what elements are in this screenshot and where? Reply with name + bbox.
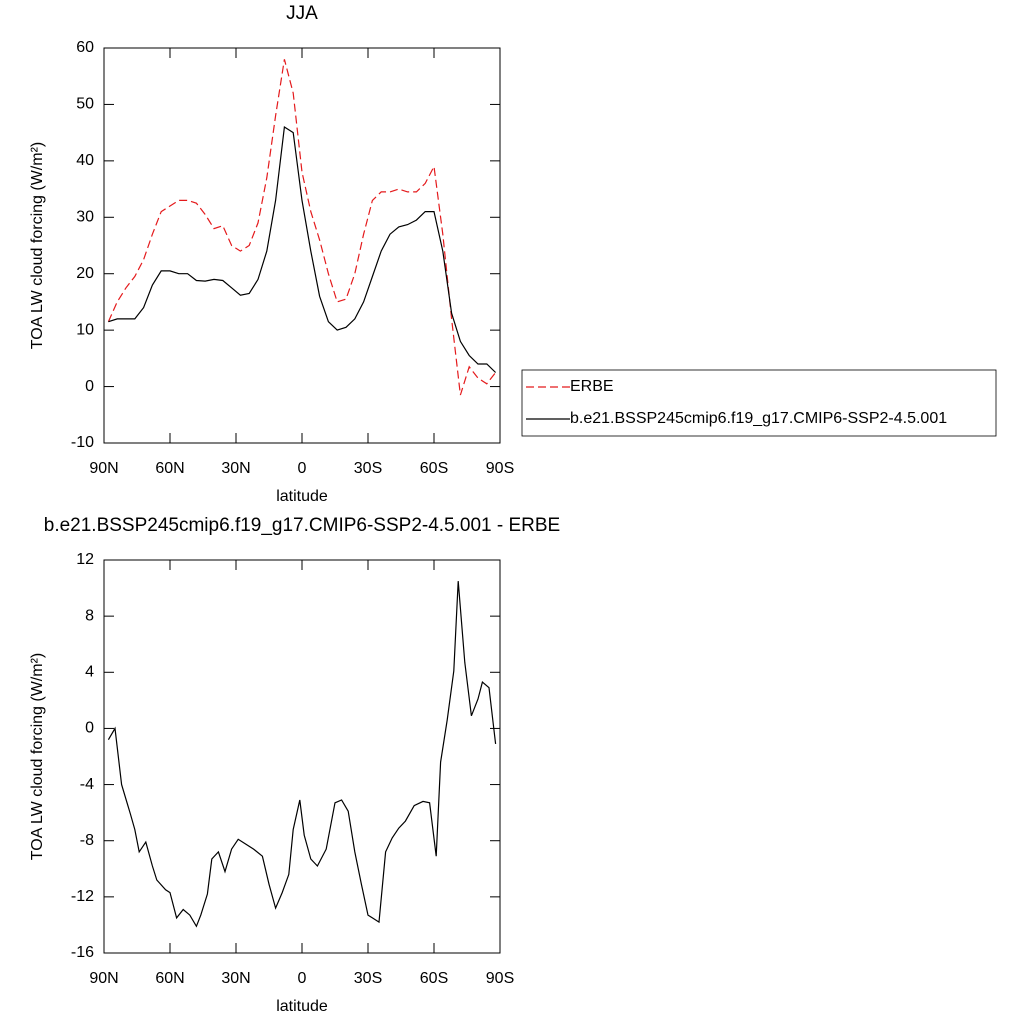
plot-frame xyxy=(103,47,501,444)
y-tick-label: -12 xyxy=(71,888,94,905)
x-axis-label: latitude xyxy=(276,488,328,505)
x-tick-label: 60S xyxy=(420,460,448,477)
chart-title: JJA xyxy=(286,3,318,24)
x-tick-label: 60S xyxy=(420,970,448,987)
x-tick-label: 0 xyxy=(298,970,307,987)
line xyxy=(108,125,497,373)
y-tick-label: -4 xyxy=(80,776,94,793)
line xyxy=(107,59,497,396)
y-axis-label: TOA LW cloud forcing (W/m²) xyxy=(29,653,46,860)
y-tick-label: 50 xyxy=(76,96,94,113)
x-tick-label: 90S xyxy=(486,460,514,477)
plot-frame xyxy=(103,559,501,954)
y-tick-label: -8 xyxy=(80,832,94,849)
x-tick-label: 30S xyxy=(354,970,382,987)
legend-label: ERBE xyxy=(570,378,614,395)
y-tick-label: 40 xyxy=(76,152,94,169)
legend-frame xyxy=(521,369,997,437)
x-tick-label: 90N xyxy=(89,460,118,477)
x-tick-label: 60N xyxy=(155,460,184,477)
y-tick-label: 0 xyxy=(85,720,94,737)
y-tick-label: 8 xyxy=(85,607,94,624)
x-axis-label: latitude xyxy=(276,998,328,1015)
x-tick-label: 60N xyxy=(155,970,184,987)
legend-label: b.e21.BSSP245cmip6.f19_g17.CMIP6-SSP2-4.… xyxy=(570,410,947,427)
y-tick-label: 30 xyxy=(76,209,94,226)
y-tick-label: -16 xyxy=(71,944,94,961)
y-tick-label: 20 xyxy=(76,265,94,282)
x-tick-label: 0 xyxy=(298,460,307,477)
y-tick-label: 60 xyxy=(76,39,94,56)
y-tick-label: 0 xyxy=(85,378,94,395)
x-tick-label: 90S xyxy=(486,970,514,987)
y-tick-label: 12 xyxy=(76,551,94,568)
chart-title: b.e21.BSSP245cmip6.f19_g17.CMIP6-SSP2-4.… xyxy=(44,515,560,536)
x-tick-label: 30N xyxy=(221,970,250,987)
y-axis-label: TOA LW cloud forcing (W/m²) xyxy=(29,142,46,349)
y-tick-label: 4 xyxy=(85,664,94,681)
x-tick-label: 90N xyxy=(89,970,118,987)
x-tick-label: 30N xyxy=(221,460,250,477)
line xyxy=(107,581,497,928)
x-tick-label: 30S xyxy=(354,460,382,477)
y-tick-label: 10 xyxy=(76,321,94,338)
y-tick-label: -10 xyxy=(71,434,94,451)
